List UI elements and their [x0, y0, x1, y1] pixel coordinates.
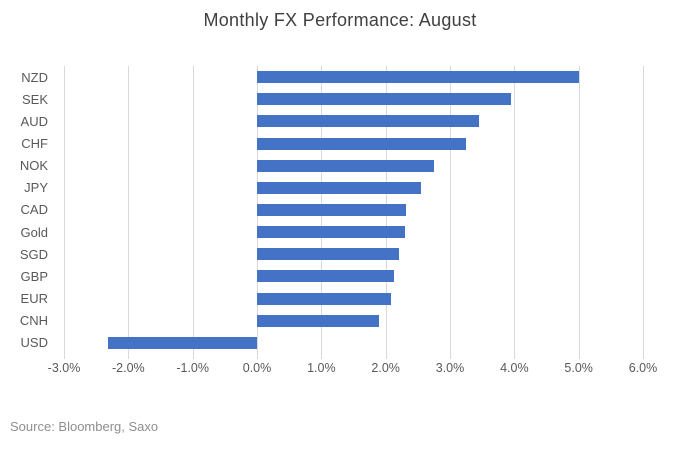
bar-aud: [257, 115, 479, 128]
bar-jpy: [257, 181, 422, 194]
bar-row: [64, 243, 643, 265]
y-axis-label: CHF: [21, 136, 48, 152]
gridline: [578, 66, 580, 359]
y-axis-label: SEK: [21, 91, 48, 107]
y-axis-label: SGD: [19, 246, 48, 262]
y-axis-label: JPY: [24, 180, 48, 196]
gridline: [514, 66, 516, 359]
bar-row: [64, 88, 643, 110]
x-tick-label: 1.0%: [307, 361, 336, 375]
bar-chf: [257, 137, 467, 150]
gridline: [64, 66, 65, 359]
x-tick-label: 4.0%: [500, 361, 529, 375]
bar-sek: [257, 93, 512, 106]
x-tick-label: 0.0%: [242, 361, 272, 375]
bar-cnh: [257, 314, 380, 327]
bar-row: [64, 199, 643, 221]
bar-gbp: [257, 270, 395, 283]
bars-layer: [64, 66, 643, 354]
x-tick-label: 3.0%: [435, 361, 465, 375]
bar-cad: [257, 203, 407, 216]
bar-row: [64, 66, 643, 88]
y-axis-label: NZD: [21, 69, 48, 85]
bar-row: [64, 177, 643, 199]
bar-usd: [107, 336, 257, 349]
x-tick-label: -2.0%: [112, 361, 145, 375]
gridline: [192, 66, 194, 359]
y-axis-labels: NZD SEK AUD CHF NOK JPY CAD Gold SGD GBP EUR CNH USD: [0, 66, 48, 354]
bar-sgd: [257, 248, 399, 261]
x-tick-label: 5.0%: [564, 361, 593, 375]
y-axis-label: NOK: [19, 158, 48, 174]
bar-row: [64, 155, 643, 177]
bar-row: [64, 332, 643, 354]
bar-row: [64, 288, 643, 310]
x-tick-label: -1.0%: [176, 361, 209, 375]
y-axis-label: Gold: [20, 224, 48, 240]
bar-nok: [257, 159, 434, 172]
y-axis-label: CNH: [19, 313, 48, 329]
bar-eur: [257, 292, 391, 305]
bar-row: [64, 132, 643, 154]
bar-row: [64, 221, 643, 243]
bar-row: [64, 110, 643, 132]
source-note: Source: Bloomberg, Saxo: [10, 419, 159, 434]
bar-row: [64, 265, 643, 287]
x-tick-label: -3.0%: [47, 361, 81, 375]
bar-gold: [257, 226, 405, 239]
y-axis-label: AUD: [20, 113, 48, 129]
gridline: [643, 66, 644, 359]
chart-title: Monthly FX Performance: August: [203, 10, 477, 30]
gridline: [450, 66, 451, 359]
x-axis-labels: -3.0% -2.0% -1.0% 0.0% 1.0% 2.0% 3.0% 4.0% 5.0% 6…: [48, 361, 658, 377]
bar-nzd: [257, 71, 579, 84]
plot-area: [64, 66, 644, 359]
bar-row: [64, 310, 643, 332]
x-tick-label: 2.0%: [371, 361, 400, 375]
y-axis-label: USD: [20, 335, 48, 351]
x-tick-label: 6.0%: [628, 361, 658, 375]
y-axis-label: CAD: [20, 202, 48, 218]
y-axis-label: EUR: [20, 291, 48, 307]
gridline: [128, 66, 130, 359]
y-axis-label: GBP: [20, 268, 48, 284]
